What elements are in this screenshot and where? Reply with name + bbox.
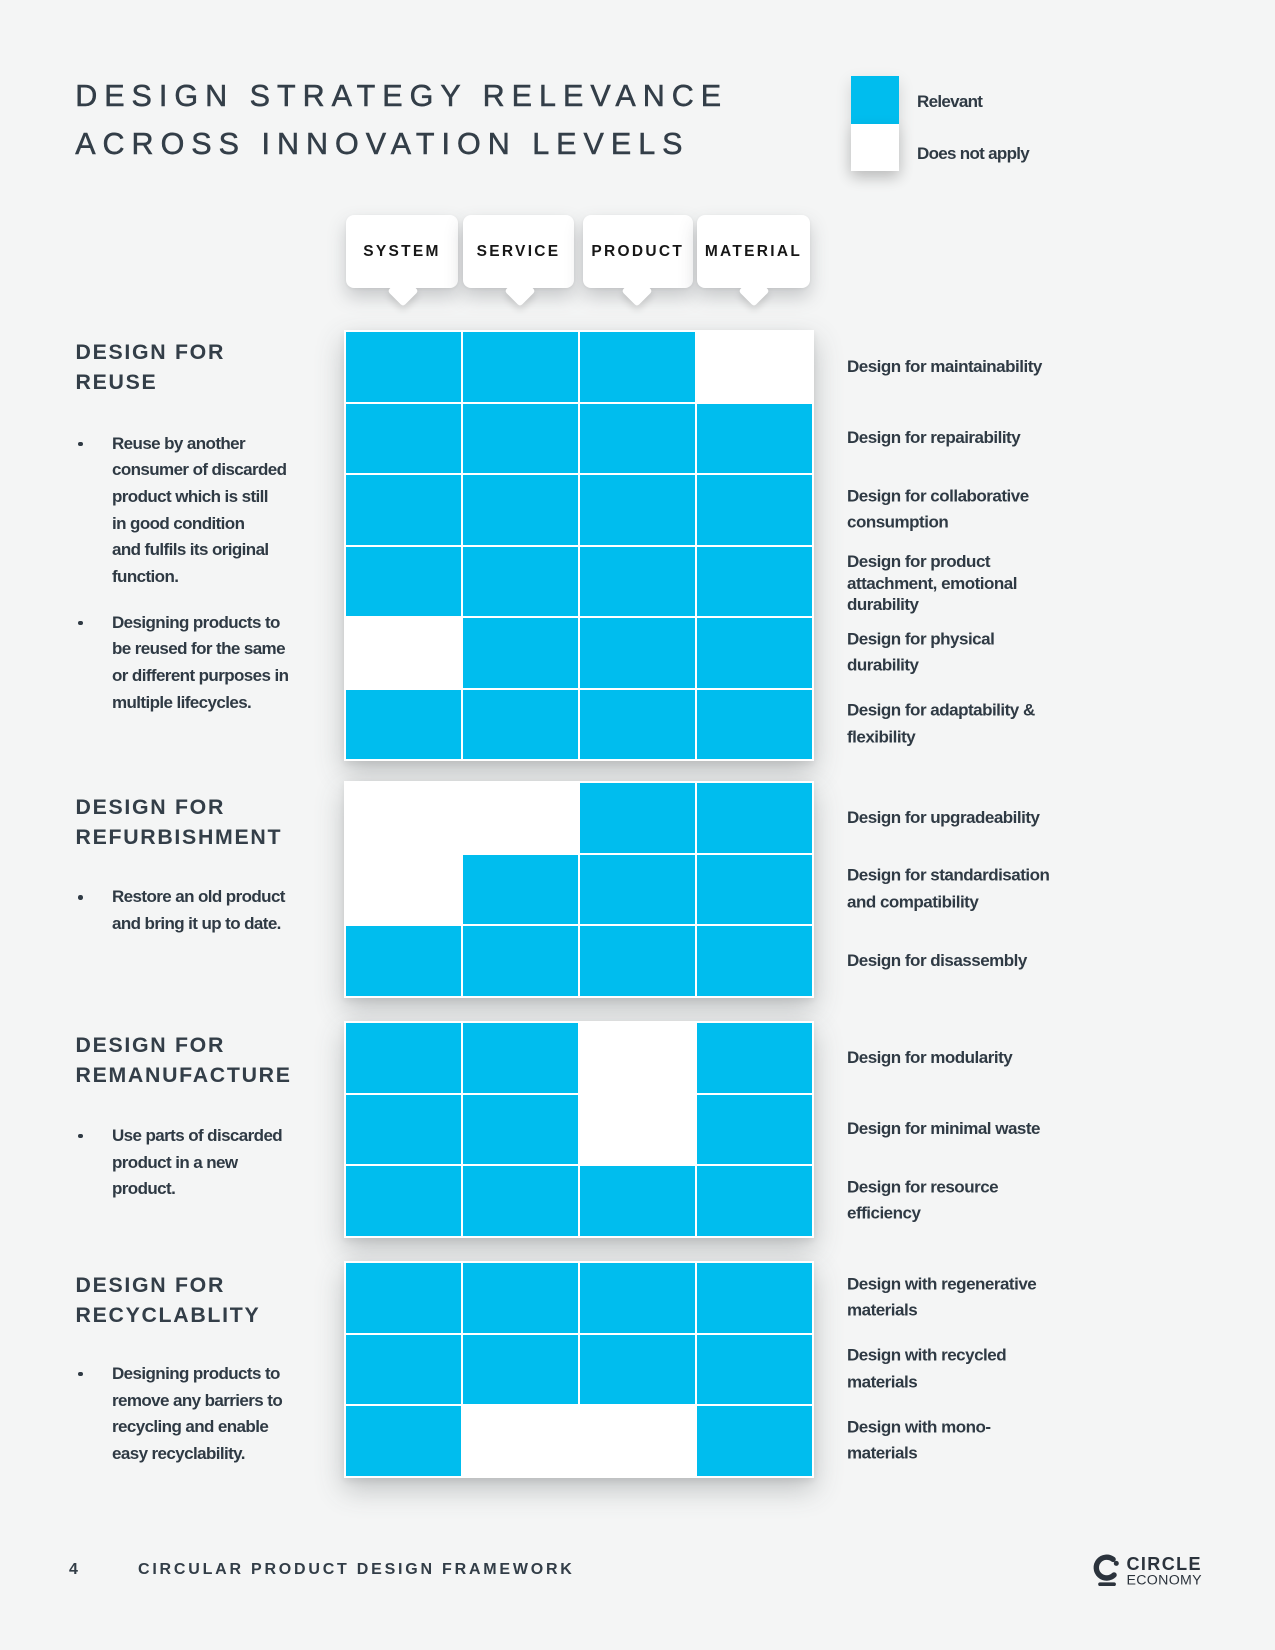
- svg-text:ECONOMY: ECONOMY: [1127, 1573, 1203, 1589]
- svg-text:CIRCLE: CIRCLE: [1127, 1554, 1202, 1574]
